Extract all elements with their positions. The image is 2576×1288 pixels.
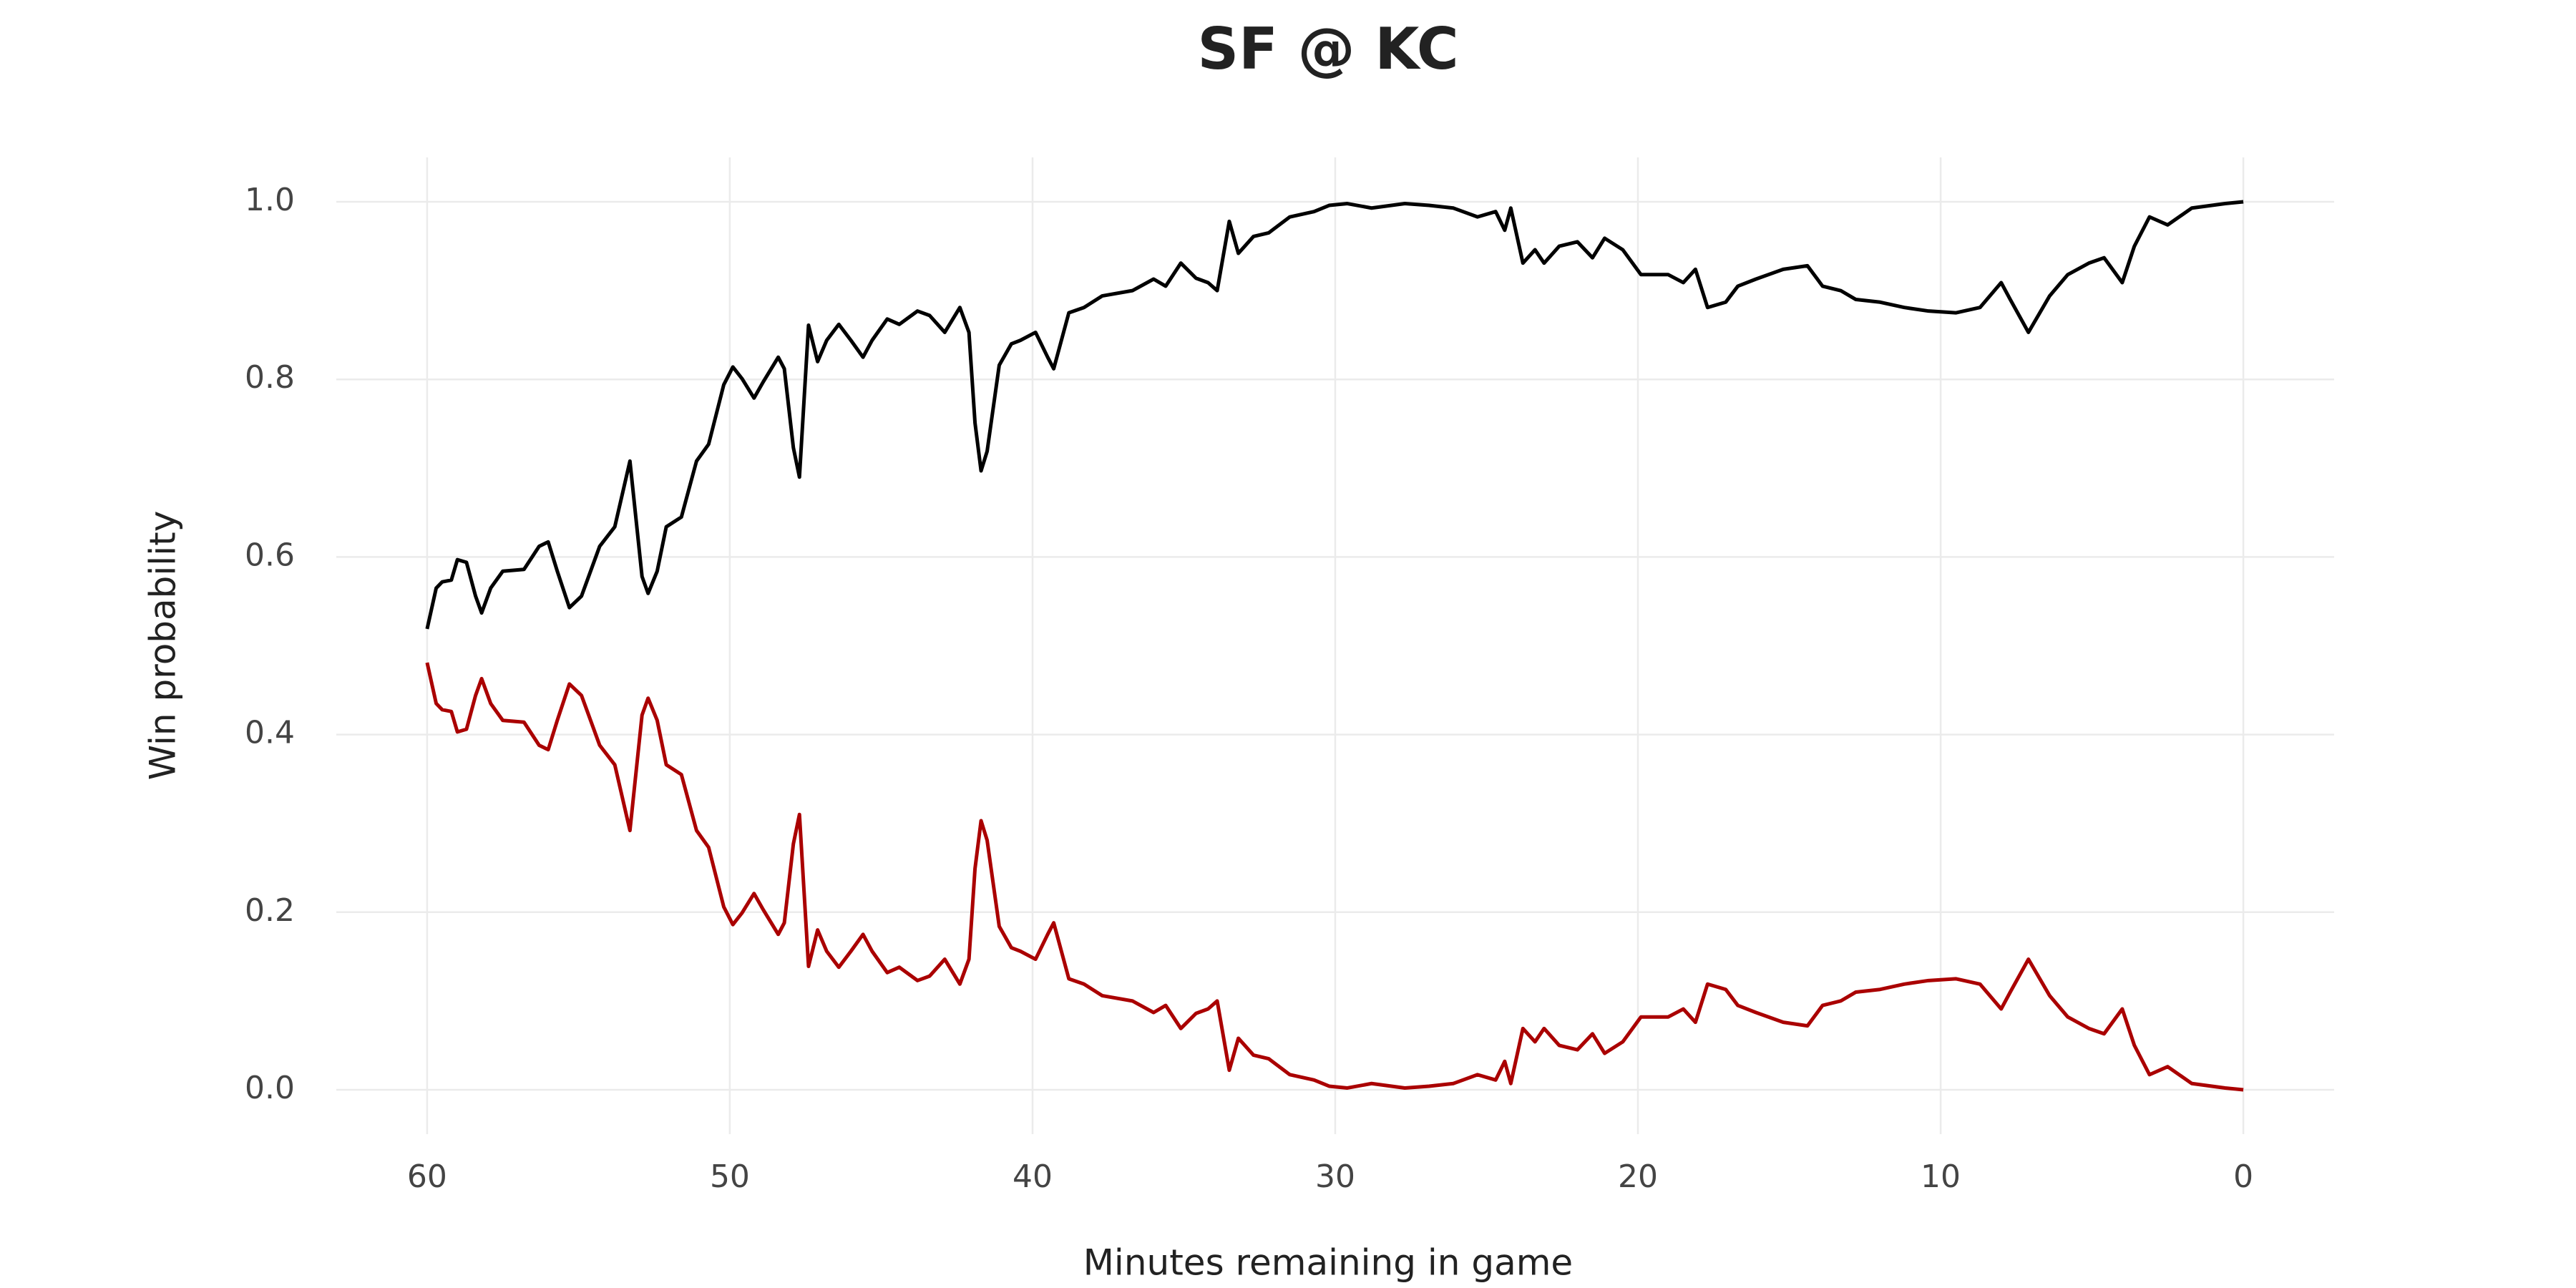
x-tick-label: 20 xyxy=(1618,1158,1658,1195)
y-tick-label: 0.0 xyxy=(245,1070,295,1106)
x-tick-label: 0 xyxy=(2233,1158,2253,1195)
x-tick-label: 10 xyxy=(1921,1158,1961,1195)
x-tick-label: 40 xyxy=(1013,1158,1053,1195)
chart-title: SF @ KC xyxy=(1197,16,1458,82)
series-line xyxy=(425,200,2244,630)
x-tick-label: 60 xyxy=(407,1158,447,1195)
y-axis-title: Win probability xyxy=(142,511,184,781)
y-tick-label: 0.2 xyxy=(245,892,295,929)
series-line xyxy=(425,662,2244,1092)
x-tick-label: 50 xyxy=(710,1158,750,1195)
x-tick-label: 30 xyxy=(1315,1158,1355,1195)
y-tick-label: 0.8 xyxy=(245,359,295,396)
y-tick-label: 1.0 xyxy=(245,182,295,218)
y-tick-label: 0.6 xyxy=(245,537,295,573)
y-tick-label: 0.4 xyxy=(245,715,295,751)
x-axis-title: Minutes remaining in game xyxy=(1083,1242,1573,1284)
